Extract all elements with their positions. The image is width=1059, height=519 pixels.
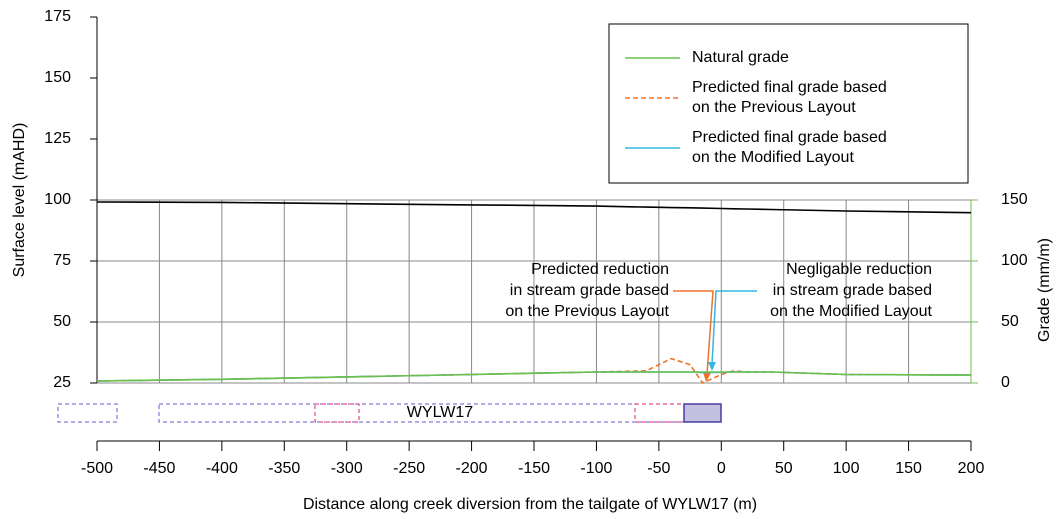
y-tick-label: 125 <box>44 130 71 147</box>
panel-box <box>57 403 118 423</box>
series-line <box>96 371 972 382</box>
y2-tick-label: 150 <box>1001 191 1028 208</box>
x-tick-label: 50 <box>775 460 793 477</box>
y-tick-label: 50 <box>53 313 71 330</box>
arrow-head <box>708 362 716 371</box>
x-tick-label: -400 <box>206 460 238 477</box>
arrow <box>673 290 714 375</box>
annotation: Negligable reduction <box>786 261 932 278</box>
x-tick-label: -150 <box>518 460 550 477</box>
y-axis-label: Surface level (mAHD) <box>11 123 28 278</box>
panel-box <box>634 403 685 423</box>
y-tick-label: 100 <box>44 191 71 208</box>
panel-box <box>314 403 360 423</box>
y-tick-label: 150 <box>44 69 71 86</box>
y2-tick-label: 100 <box>1001 252 1028 269</box>
y-tick-label: 75 <box>53 252 71 269</box>
x-tick-label: -50 <box>647 460 670 477</box>
legend-label: Predicted final grade based on the Previo… <box>692 79 887 116</box>
x-tick-label: 0 <box>717 460 726 477</box>
annotation: on the Previous Layout <box>505 303 669 320</box>
x-tick-label: -350 <box>268 460 300 477</box>
x-tick-label: -250 <box>393 460 425 477</box>
annotation: in stream grade based <box>510 282 669 299</box>
x-tick-label: 200 <box>958 460 985 477</box>
x-tick-label: -300 <box>331 460 363 477</box>
arrow <box>711 290 757 365</box>
x-tick-label: -500 <box>81 460 113 477</box>
x-axis-label: Distance along creek diversion from the … <box>303 496 757 513</box>
y2-axis-label: Grade (mm/m) <box>1036 238 1053 342</box>
legend-box <box>608 23 969 184</box>
annotation: on the Modified Layout <box>770 303 932 320</box>
legend-label: Predicted final grade based on the Modifi… <box>692 129 887 166</box>
annotation-arrows <box>673 290 757 382</box>
x-tick-label: -100 <box>580 460 612 477</box>
y2-tick-label: 50 <box>1001 313 1019 330</box>
annotation: Predicted reduction <box>531 261 669 278</box>
panel-label: WYLW17 <box>407 404 473 421</box>
x-tick-label: 100 <box>833 460 860 477</box>
y-tick-label: 175 <box>44 8 71 25</box>
panel-extracted <box>683 403 722 423</box>
y2-tick-label: 0 <box>1001 374 1010 391</box>
x-tick-label: -200 <box>456 460 488 477</box>
annotation: in stream grade based <box>773 282 932 299</box>
x-tick-label: 150 <box>895 460 922 477</box>
y-tick-label: 25 <box>53 374 71 391</box>
legend-label: Natural grade <box>692 49 789 66</box>
arrow-head <box>703 372 711 382</box>
x-tick-label: -450 <box>143 460 175 477</box>
series-line <box>96 201 972 214</box>
